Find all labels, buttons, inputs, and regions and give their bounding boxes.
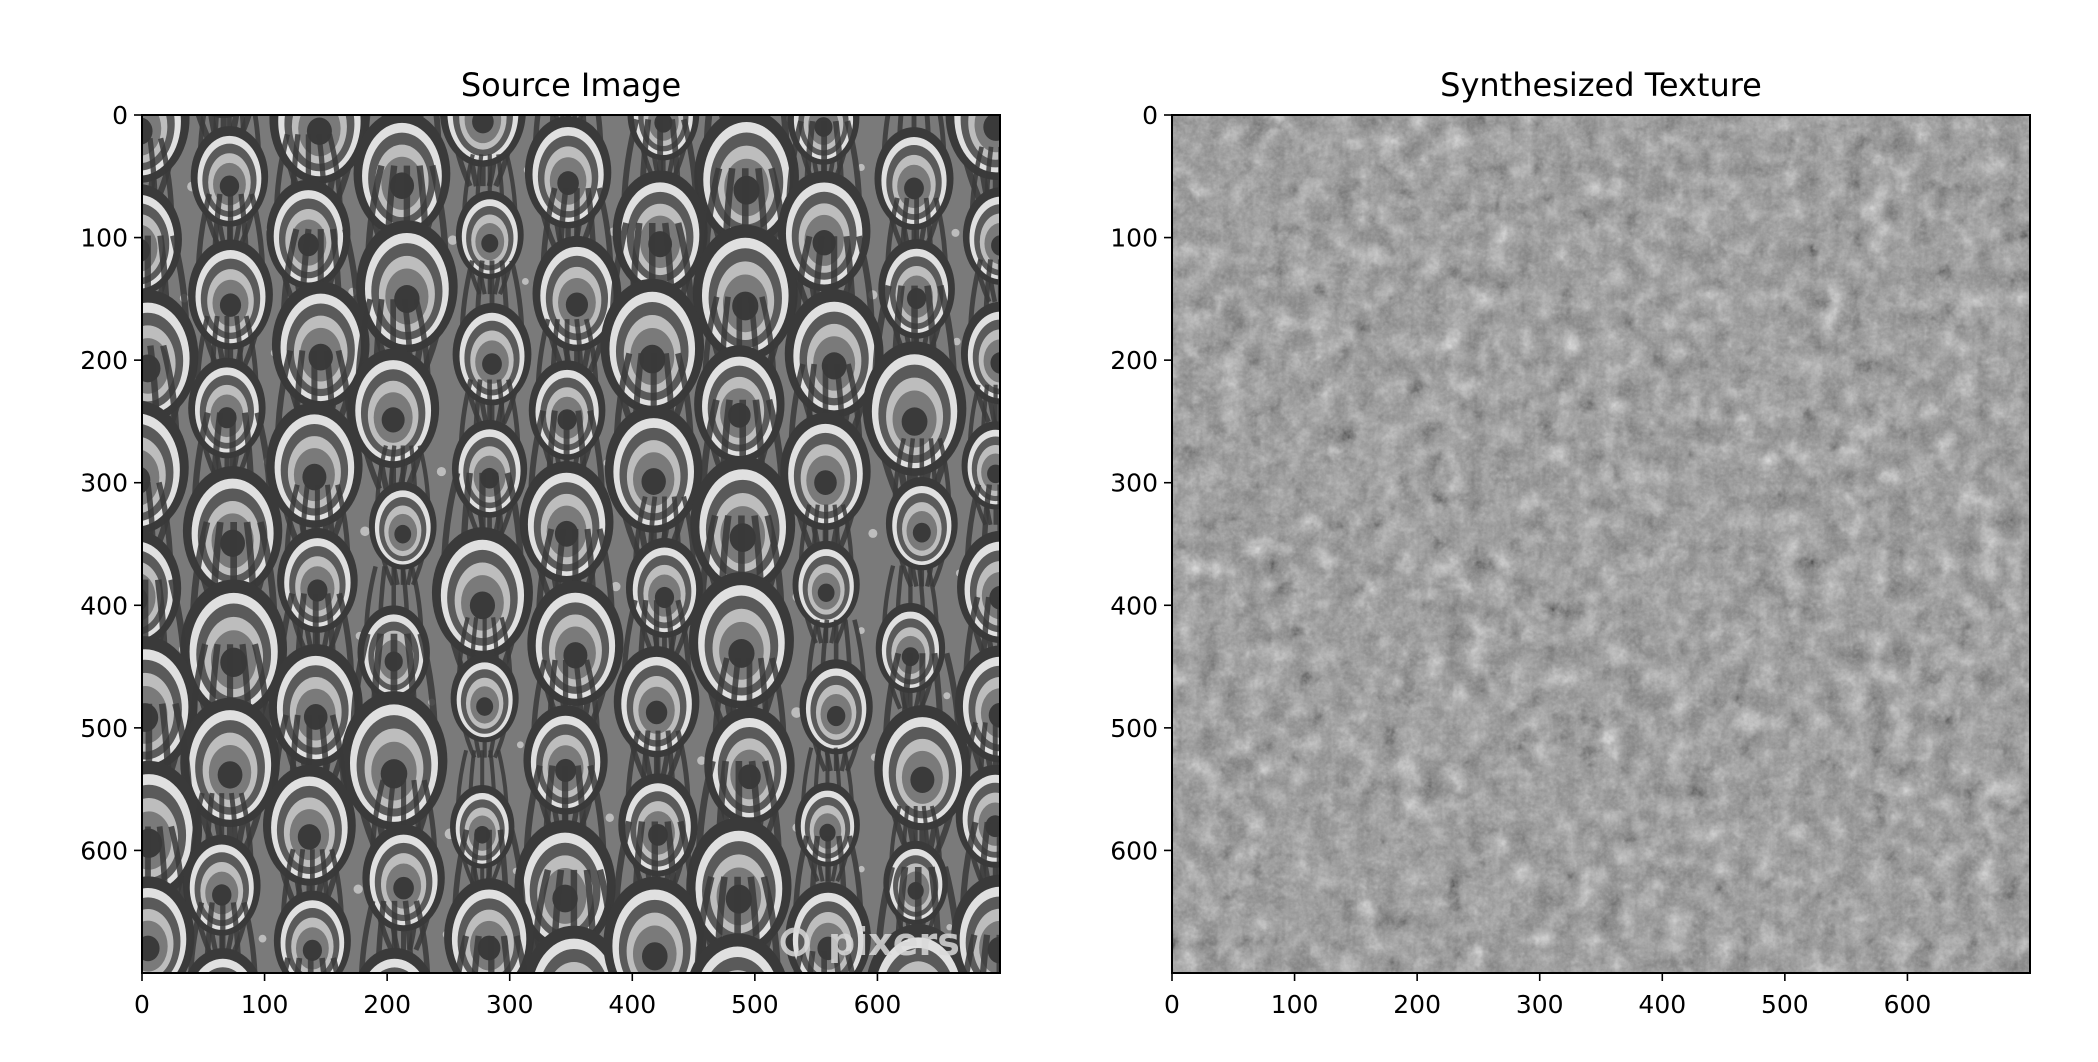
- x-tick-label: 600: [1884, 990, 1932, 1019]
- y-tick-label: 500: [1110, 714, 1158, 743]
- feather-eye: [180, 643, 288, 851]
- feather-eye: [142, 825, 195, 973]
- y-tick-label: 0: [1142, 101, 1158, 130]
- feather-eye: [440, 115, 533, 188]
- feather-eye: [182, 792, 267, 955]
- feather-eye: [441, 0, 537, 75]
- feather-eye: [194, 1025, 278, 1062]
- y-tick-label: 200: [1110, 346, 1158, 375]
- feather-eye: [455, 153, 529, 296]
- source-image-pattern: [0, 0, 1040, 1062]
- y-tick-label: 300: [1110, 469, 1158, 498]
- feather-eye: [8, 429, 102, 609]
- feather-eye: [955, 596, 1000, 784]
- source-axis-ticks: 0 100 200 300 400 500 600 0 100 200 300 400 500 600: [80, 101, 901, 1019]
- source-axes-frame: [141, 114, 1001, 974]
- feather-eye: [867, 866, 970, 973]
- feather-eye: [613, 599, 706, 778]
- y-tick-label: 600: [1110, 836, 1158, 865]
- feather-eye: [452, 259, 538, 425]
- feather-eye: [623, 0, 707, 59]
- feather-eye: [600, 222, 712, 439]
- feather-eye: [187, 901, 259, 973]
- x-tick-label: 500: [731, 990, 779, 1019]
- feather-eye: [780, 363, 878, 552]
- feather-eye: [799, 619, 879, 772]
- feather-eye: [524, 869, 624, 973]
- synth-texture-grain: [1172, 115, 2030, 973]
- x-tick-label: 200: [1393, 990, 1441, 1019]
- feather-eye: [13, 901, 102, 1062]
- x-tick-label: 300: [1516, 990, 1564, 1019]
- feather-eye: [20, 0, 103, 129]
- feather-eye: [960, 258, 1000, 424]
- y-tick-label: 0: [112, 101, 128, 130]
- x-tick-label: 200: [363, 990, 411, 1019]
- feather-eye: [358, 900, 431, 973]
- feather-eye: [885, 437, 964, 588]
- feather-eye: [450, 749, 520, 884]
- feather-eye: [262, 714, 363, 908]
- feather-eye: [444, 829, 535, 973]
- feather-eye: [532, 1015, 630, 1062]
- x-tick-label: 0: [134, 990, 150, 1019]
- feather-eye: [14, 527, 118, 727]
- watermark-text: pixers: [828, 920, 960, 964]
- y-tick-label: 300: [80, 469, 128, 498]
- feather-eye: [951, 821, 1000, 973]
- feather-eye: [388, 115, 425, 125]
- synth-axes-frame: [1171, 114, 2031, 974]
- y-tick-label: 400: [80, 591, 128, 620]
- y-tick-label: 100: [80, 224, 128, 253]
- feather-eye: [792, 504, 865, 645]
- feather-eye: [967, 0, 1040, 61]
- feather-eye: [368, 445, 442, 586]
- synth-image-panel: 0 100 200 300 400 500 600 0 100 200 300 400 500 600: [1110, 101, 2031, 1019]
- feather-eye: [603, 820, 707, 973]
- feather-eye: [792, 0, 878, 71]
- y-tick-label: 200: [80, 346, 128, 375]
- feather-eye: [0, 278, 111, 498]
- source-panel-title: Source Image: [460, 66, 682, 104]
- synth-panel-title: Synthesized Texture: [1440, 66, 1762, 104]
- x-tick-label: 100: [1271, 990, 1319, 1019]
- synth-axis-ticks: 0 100 200 300 400 500 600 0 100 200 300 400 500 600: [1110, 101, 1931, 1019]
- x-tick-label: 400: [1638, 990, 1686, 1019]
- feather-eye: [353, 115, 458, 260]
- y-tick-label: 600: [80, 836, 128, 865]
- watermark-logo-icon: [780, 927, 810, 957]
- y-tick-label: 100: [1110, 224, 1158, 253]
- feather-eye: [455, 935, 528, 973]
- feather-eye: [356, 1020, 439, 1062]
- feather-eye: [874, 652, 978, 854]
- x-tick-label: 0: [1164, 990, 1180, 1019]
- x-tick-label: 400: [608, 990, 656, 1019]
- x-tick-label: 600: [854, 990, 902, 1019]
- feather-eye: [450, 616, 524, 759]
- x-tick-label: 300: [486, 990, 534, 1019]
- x-tick-label: 100: [241, 990, 289, 1019]
- feather-eye: [22, 1026, 105, 1062]
- source-image-panel: pixers 0 100 200 300 400 500 600 0 100 200 300 400 5…: [0, 0, 1040, 1062]
- y-tick-label: 400: [1110, 591, 1158, 620]
- feather-eye: [9, 652, 108, 842]
- feather-eye: [689, 875, 786, 973]
- feather-eye: [347, 298, 447, 490]
- x-tick-label: 500: [1761, 990, 1809, 1019]
- y-tick-label: 500: [80, 714, 128, 743]
- feather-eye: [532, 187, 628, 373]
